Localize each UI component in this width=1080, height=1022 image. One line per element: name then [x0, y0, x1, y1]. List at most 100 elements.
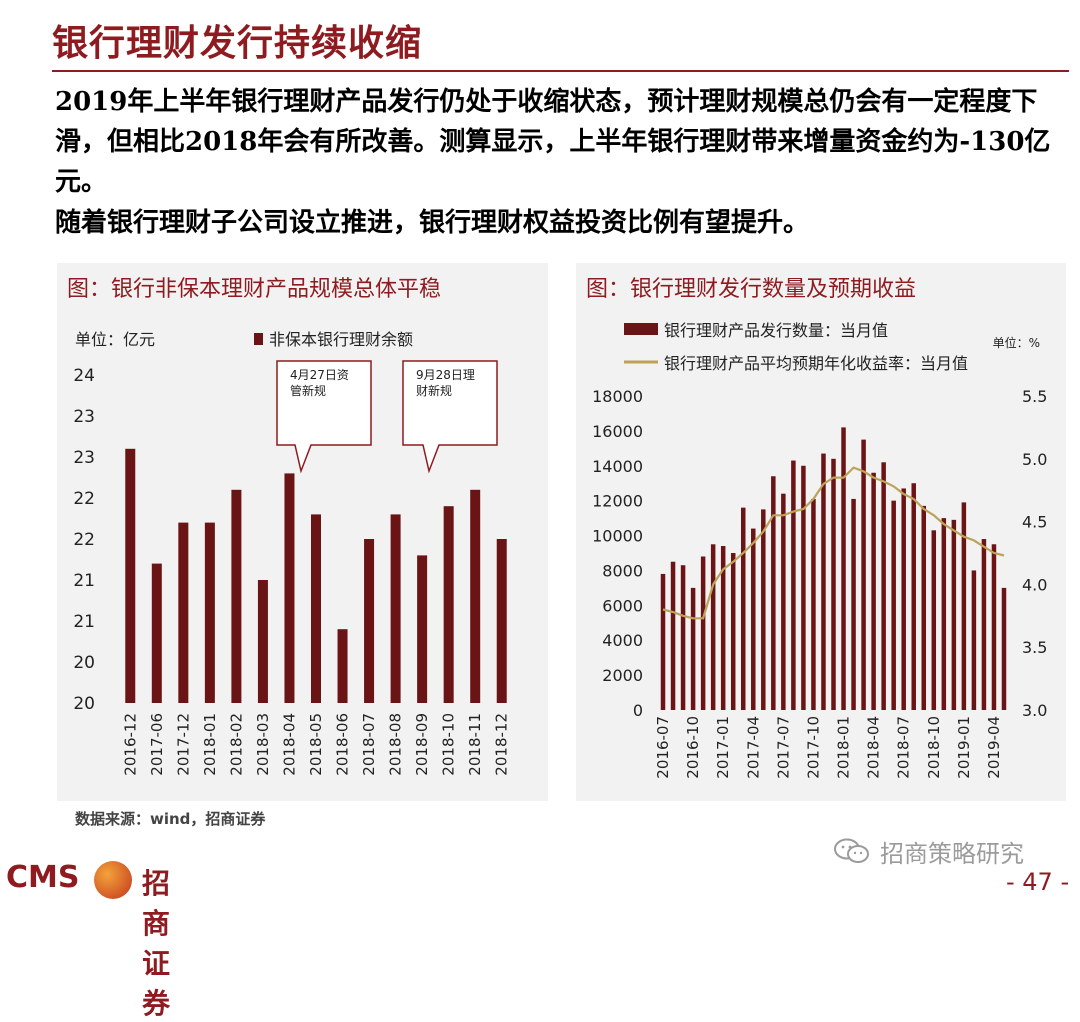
- left-bar: [257, 580, 268, 703]
- annotation-text: 9月28日理: [416, 368, 475, 382]
- right-x-tick-label: 2017-01: [714, 716, 732, 779]
- right-bar: [971, 570, 977, 710]
- right-bar: [791, 460, 796, 710]
- left-y-tick-label: 22: [73, 489, 95, 509]
- left-x-tick-label: 2017-06: [148, 713, 166, 776]
- left-legend-label: 非保本银行理财余额: [269, 330, 413, 349]
- right-y-right-tick-label: 5.0: [1022, 450, 1047, 469]
- wechat-icon: [834, 838, 869, 863]
- right-y-left-tick-label: 2000: [602, 666, 643, 685]
- right-bar: [670, 561, 676, 710]
- right-y-right-tick-label: 4.5: [1022, 513, 1047, 532]
- watermark-text: 招商策略研究: [880, 840, 1024, 868]
- right-y-left-tick-label: 6000: [602, 596, 643, 615]
- left-bar: [390, 514, 401, 703]
- left-y-tick-label: 23: [73, 448, 95, 468]
- data-source-note: 数据来源：wind，招商证券: [75, 810, 266, 828]
- logo-badge-icon: [94, 861, 132, 899]
- left-x-tick-label: 2018-12: [493, 713, 511, 776]
- left-unit-label: 单位：亿元: [75, 330, 155, 349]
- right-bar: [981, 539, 987, 710]
- annotation-callout: [276, 360, 372, 474]
- annotation-text: 管新规: [290, 383, 326, 398]
- right-x-tick-label: 2017-04: [744, 716, 762, 779]
- right-y-left-tick-label: 8000: [602, 561, 643, 580]
- right-bar: [871, 472, 876, 710]
- right-bar: [1001, 587, 1007, 710]
- left-x-tick-label: 2018-08: [387, 713, 405, 776]
- right-bar: [771, 476, 776, 710]
- right-x-tick-label: 2018-01: [835, 716, 853, 779]
- left-bar: [496, 539, 507, 703]
- right-bar: [851, 498, 856, 710]
- left-y-tick-label: 24: [73, 366, 95, 386]
- left-x-tick-label: 2018-06: [334, 713, 352, 776]
- annotation-text: 财新规: [416, 383, 452, 398]
- summary-paragraph: 2019年上半年银行理财产品发行仍处于收缩状态，预计理财规模总仍会有一定程度下滑…: [55, 87, 1051, 197]
- right-bar: [931, 530, 937, 710]
- right-bar: [921, 505, 927, 710]
- outlook-paragraph: 随着银行理财子公司设立推进，银行理财权益投资比例有望提升。: [55, 208, 810, 238]
- left-bar-chart: 单位：亿元 非保本银行理财余额 20 20 21 21 22 22 23 23 24 2016-12 2…: [73, 330, 511, 776]
- right-bar: [951, 519, 957, 710]
- right-bar: [660, 573, 666, 710]
- right-bar: [730, 553, 736, 710]
- left-y-tick-label: 21: [73, 612, 95, 632]
- left-bar: [284, 473, 295, 703]
- left-bar: [125, 448, 136, 703]
- right-bar: [751, 528, 756, 710]
- right-bar: [690, 587, 696, 710]
- annotation-text: 4月27日资: [290, 368, 349, 382]
- left-x-tick-label: 2018-11: [466, 713, 484, 776]
- left-y-tick-label: 21: [73, 571, 95, 591]
- left-y-tick-label: 22: [73, 530, 95, 550]
- annotation-callout: [402, 360, 498, 474]
- left-bar: [178, 522, 189, 703]
- right-bar: [821, 453, 826, 710]
- right-y-left-tick-label: 14000: [592, 457, 643, 476]
- left-bar: [151, 563, 162, 703]
- right-y-left-tick-label: 4000: [602, 631, 643, 650]
- right-x-tick-label: 2016-10: [684, 716, 702, 779]
- right-bar: [811, 498, 816, 710]
- right-bar: [901, 488, 906, 710]
- right-yield-line: [662, 466, 1005, 620]
- right-y-left-tick-label: 18000: [592, 387, 643, 406]
- right-y-right-tick-label: 3.0: [1022, 701, 1047, 720]
- right-unit-label: 单位：%: [993, 335, 1040, 350]
- left-x-tick-label: 2018-03: [254, 713, 272, 776]
- logo-cms-text: CMS: [6, 860, 80, 895]
- left-x-tick-label: 2018-02: [227, 713, 245, 776]
- right-bar: [911, 483, 916, 710]
- right-bar: [991, 544, 997, 710]
- right-bar: [861, 439, 866, 710]
- left-bar: [231, 489, 242, 703]
- left-legend-swatch: [254, 333, 263, 345]
- right-y-left-tick-label: 0: [633, 701, 643, 720]
- right-x-tick-label: 2016-07: [654, 716, 672, 779]
- right-x-tick-label: 2017-10: [804, 716, 822, 779]
- logo-company-name: 招商证券: [142, 867, 171, 1020]
- right-y-right-tick-label: 5.5: [1022, 387, 1047, 406]
- right-legend-bar-swatch: [624, 323, 658, 335]
- left-y-tick-label: 23: [73, 407, 95, 427]
- left-x-tick-label: 2018-04: [280, 713, 298, 776]
- page-number: - 47 -: [1006, 868, 1070, 896]
- right-x-tick-label: 2018-07: [895, 716, 913, 779]
- right-bar: [801, 465, 806, 710]
- right-bar: [781, 493, 786, 710]
- left-x-tick-label: 2017-12: [174, 713, 192, 776]
- left-chart-panel: 图：银行非保本理财产品规模总体平稳 单位：亿元 非保本银行理财余额 20 20 21 21…: [57, 263, 548, 801]
- left-bar: [417, 555, 428, 703]
- right-chart-panel: 图：银行理财发行数量及预期收益 银行理财产品发行数量：当月值 单位：% 银行理财产品…: [576, 263, 1066, 801]
- left-y-tick-label: 20: [73, 653, 95, 673]
- right-y-left-tick-label: 10000: [592, 527, 643, 546]
- right-bar: [700, 556, 706, 710]
- right-y-right-tick-label: 3.5: [1022, 638, 1047, 657]
- right-bar: [680, 565, 686, 710]
- right-bar: [831, 458, 836, 710]
- right-x-tick-label: 2018-04: [865, 716, 883, 779]
- right-bar: [761, 509, 766, 710]
- left-bar: [443, 506, 454, 703]
- right-legend-line-label: 银行理财产品平均预期年化收益率：当月值: [664, 354, 968, 373]
